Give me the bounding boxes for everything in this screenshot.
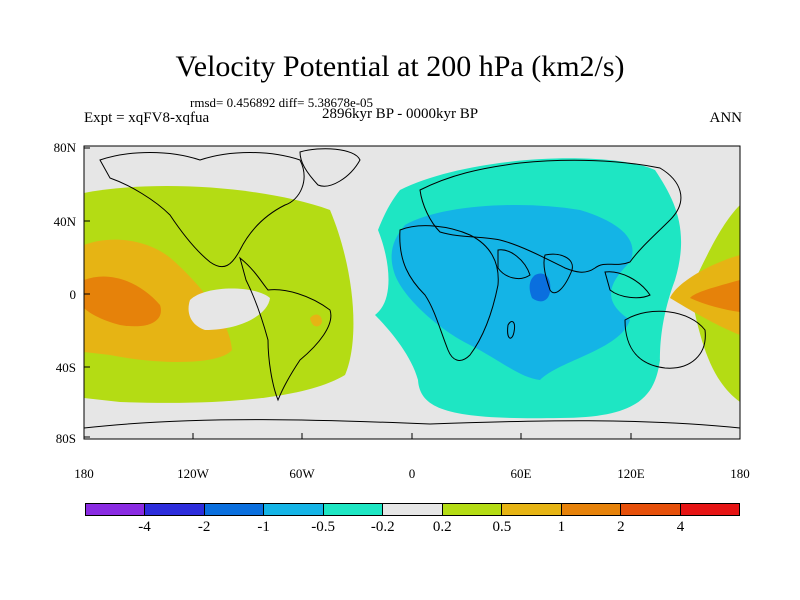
positive-region-mid-pacific-patch — [310, 314, 322, 327]
colorbar-label: -0.5 — [311, 519, 336, 535]
colorbar-box — [264, 504, 324, 515]
lon-label-60e: 60E — [510, 466, 532, 481]
lat-label-80s: 80S — [55, 431, 76, 446]
lat-label-0: 0 — [69, 287, 77, 302]
colorbar-label: 0.2 — [432, 519, 452, 535]
colorbar-label: 4 — [676, 519, 685, 535]
negative-region-high — [529, 273, 551, 302]
axis-ticks — [83, 147, 741, 439]
colorbar — [85, 503, 740, 516]
colorbar-box — [502, 504, 562, 515]
zero-region-pacific — [188, 288, 270, 330]
lat-label-80n: 80N — [53, 140, 76, 155]
colorbar-label: 0.5 — [492, 519, 512, 535]
coastlines — [84, 148, 740, 429]
experiment-label: Expt = xqFV8-xqfua — [84, 110, 210, 126]
colorbar-box — [323, 504, 384, 515]
colorbar-box — [145, 504, 205, 515]
colorbar-label: -2 — [197, 519, 211, 535]
stats-text: rmsd= 0.456892 diff= 5.38678e-05 — [190, 95, 374, 110]
colorbar-label: 1 — [557, 519, 566, 535]
lon-label-180e: 180 — [730, 466, 750, 481]
plot-title: Velocity Potential at 200 hPa (km2/s) — [175, 50, 625, 83]
colorbar-label: 2 — [617, 519, 625, 535]
lon-label-60w: 60W — [289, 466, 315, 481]
colorbar-box — [383, 504, 443, 515]
colorbar-box — [621, 504, 681, 515]
colorbar-box — [442, 504, 503, 515]
colorbar-box — [561, 504, 622, 515]
lon-label-120e: 120E — [617, 466, 645, 481]
positive-region-high — [84, 276, 161, 327]
positive-region-mid — [84, 239, 232, 362]
positive-region-east-high — [690, 280, 740, 312]
negative-region-mid — [391, 205, 633, 380]
lon-label-0: 0 — [408, 466, 416, 481]
colorbar-label: -0.2 — [370, 519, 395, 535]
season-label: ANN — [709, 110, 743, 126]
colorbar-label: -1 — [257, 519, 270, 535]
colorbar-box — [680, 504, 739, 515]
lat-label-40s: 40S — [55, 360, 76, 375]
colorbar-label: -4 — [138, 519, 151, 535]
colorbar-box — [86, 504, 146, 515]
lon-label-180w: 180 — [74, 466, 94, 481]
lon-label-120w: 120W — [177, 466, 209, 481]
lat-label-40n: 40N — [53, 214, 76, 229]
period-subtitle: 2896kyr BP - 0000kyr BP — [321, 106, 479, 122]
colorbar-box — [204, 504, 265, 515]
